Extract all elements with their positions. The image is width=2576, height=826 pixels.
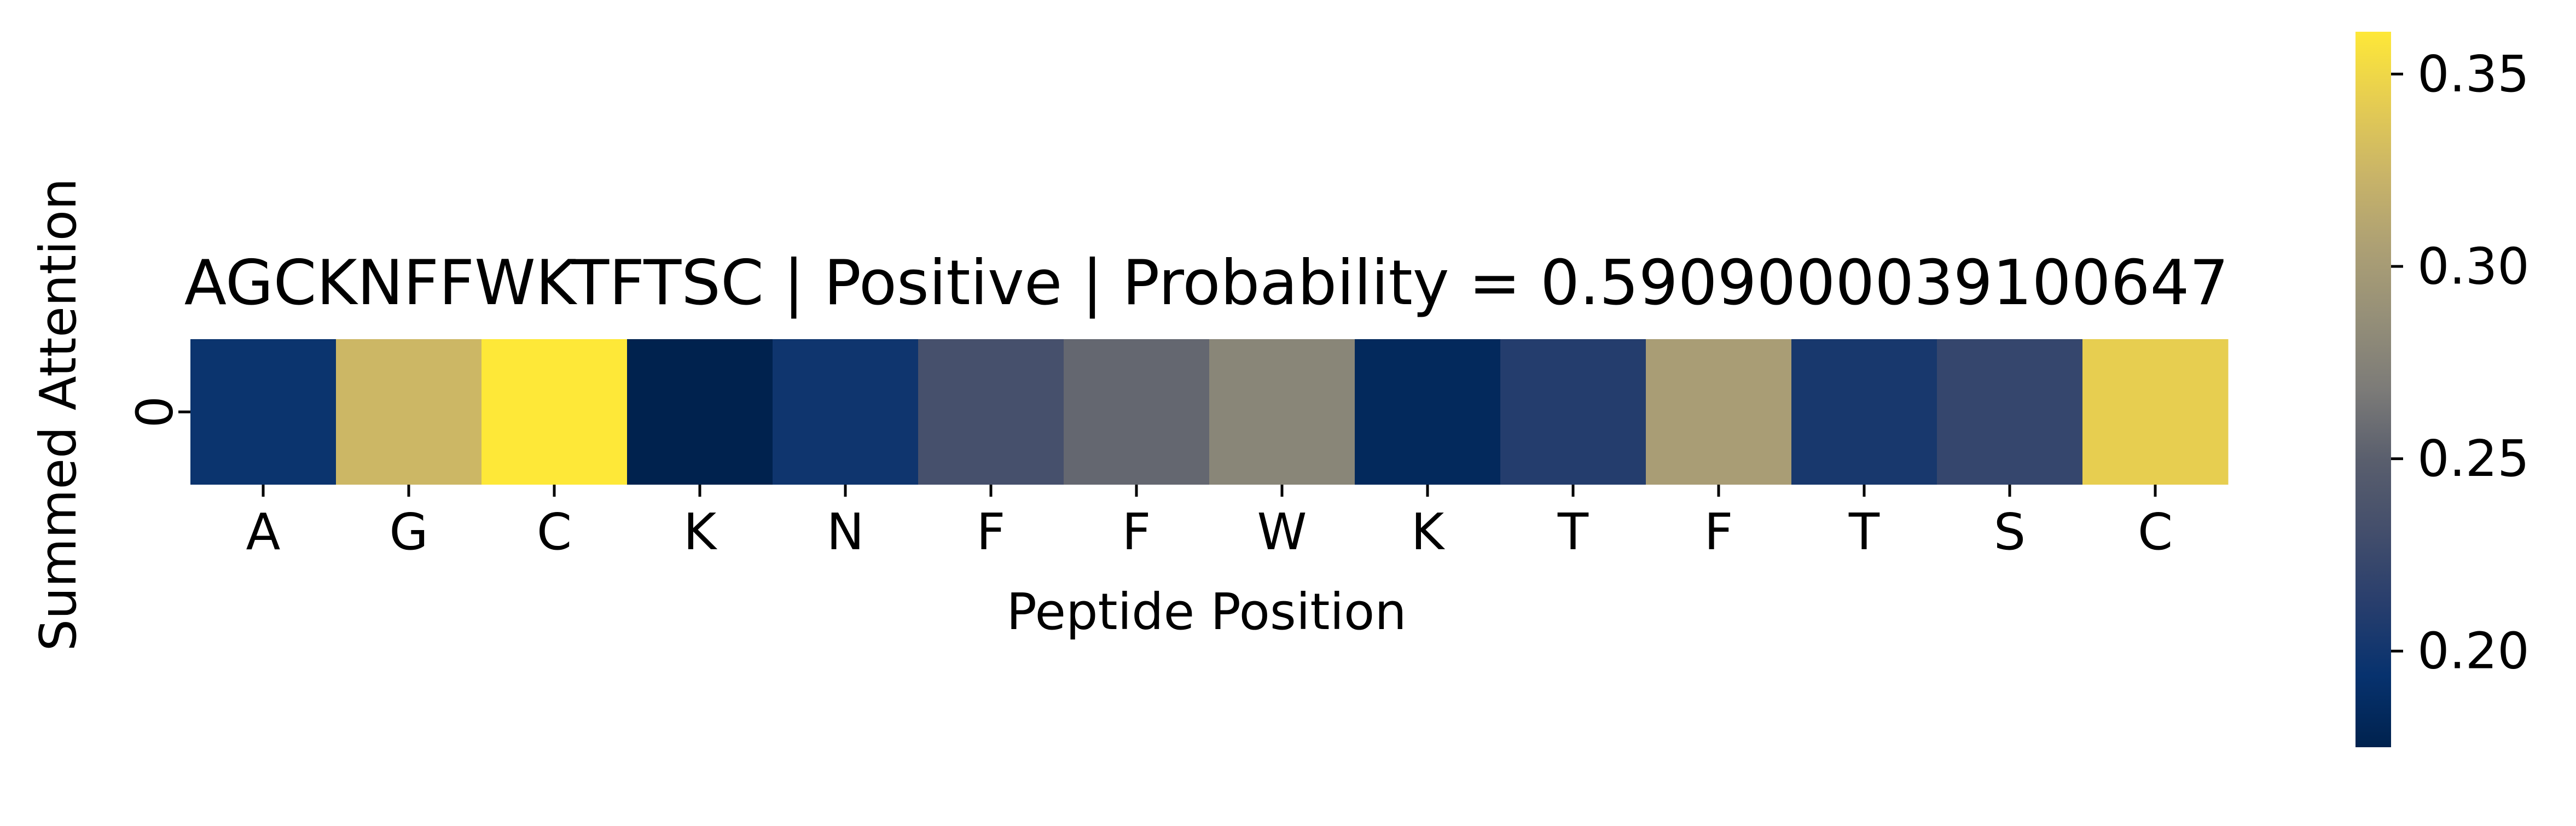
x-tick-label: F [977, 503, 1006, 561]
y-axis-ticks: 0 [126, 396, 190, 428]
colorbar-ticks: 0.20 0.25 0.30 0.35 [2391, 45, 2529, 680]
heatmap-cell [627, 339, 773, 485]
x-tick-label: F [1704, 503, 1733, 561]
heatmap-cell [1937, 339, 2083, 485]
heatmap-cell [336, 339, 482, 485]
x-tick-label: G [389, 503, 428, 561]
x-tick-label: C [2138, 503, 2173, 561]
x-tick-label: T [1557, 503, 1589, 561]
heatmap-cell [773, 339, 919, 485]
colorbar-tick-label: 0.25 [2417, 429, 2529, 488]
x-tick-label: W [1257, 503, 1307, 561]
x-tick-label: K [1411, 503, 1446, 561]
heatmap-cell [481, 339, 628, 485]
heatmap-cell [1500, 339, 1646, 485]
heatmap-cell [2082, 339, 2229, 485]
x-axis-label: Peptide Position [1006, 583, 1406, 641]
x-tick-label: T [1848, 503, 1880, 561]
heatmap-cell [1064, 339, 1210, 485]
heatmap-cell [1209, 339, 1355, 485]
heatmap-cell [1646, 339, 1792, 485]
colorbar-gradient [2355, 32, 2391, 747]
x-tick-label: K [683, 503, 718, 561]
heatmap-cell [1355, 339, 1501, 485]
x-tick-label: S [1994, 503, 2026, 561]
heatmap-cell [918, 339, 1064, 485]
chart-title: AGCKNFFWKTFTSC | Positive | Probability … [184, 247, 2229, 319]
x-tick-label: C [537, 503, 572, 561]
heatmap-cell [1791, 339, 1937, 485]
x-tick-label: N [827, 503, 865, 561]
colorbar-tick-label: 0.30 [2417, 237, 2529, 295]
heatmap-cells [190, 339, 2229, 485]
colorbar-tick-label: 0.20 [2417, 622, 2529, 680]
x-tick-label: F [1122, 503, 1151, 561]
colorbar: 0.20 0.25 0.30 0.35 [2355, 32, 2529, 747]
heatmap-cell [190, 339, 336, 485]
y-axis-label: Summed Attention [29, 178, 88, 652]
colorbar-tick-label: 0.35 [2417, 45, 2529, 103]
x-tick-label: A [246, 503, 281, 561]
y-tick-label: 0 [126, 396, 184, 428]
